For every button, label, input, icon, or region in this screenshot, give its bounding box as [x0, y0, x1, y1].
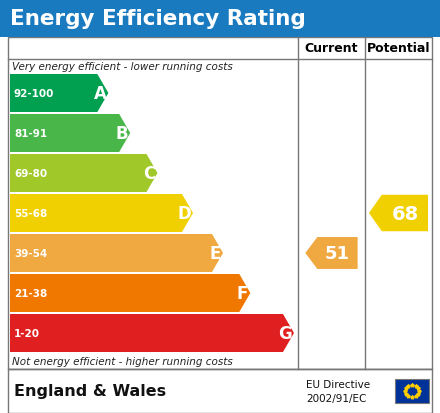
Text: 68: 68: [391, 204, 418, 223]
Text: 69-80: 69-80: [14, 169, 47, 178]
Text: England & Wales: England & Wales: [14, 384, 166, 399]
Text: C: C: [143, 165, 155, 183]
Polygon shape: [10, 314, 294, 352]
Polygon shape: [10, 75, 108, 113]
Text: B: B: [116, 125, 128, 142]
Text: 51: 51: [325, 244, 350, 262]
Polygon shape: [10, 274, 250, 312]
Polygon shape: [369, 195, 428, 232]
Text: Energy Efficiency Rating: Energy Efficiency Rating: [10, 9, 306, 29]
Bar: [0, 0, 440, 38]
Text: 81-91: 81-91: [14, 129, 47, 139]
Text: Potential: Potential: [367, 43, 430, 55]
Text: 1-20: 1-20: [14, 328, 40, 338]
Text: 92-100: 92-100: [14, 89, 55, 99]
Bar: [8, 369, 432, 413]
Polygon shape: [10, 154, 158, 192]
Text: 55-68: 55-68: [14, 209, 47, 218]
Polygon shape: [305, 237, 358, 269]
Text: E: E: [209, 244, 221, 262]
Bar: [395, 379, 429, 403]
Polygon shape: [10, 115, 130, 153]
Text: 39-54: 39-54: [14, 248, 47, 259]
Text: EU Directive
2002/91/EC: EU Directive 2002/91/EC: [306, 380, 370, 403]
Text: A: A: [93, 85, 106, 103]
Text: Current: Current: [305, 43, 358, 55]
Text: G: G: [278, 324, 292, 342]
Polygon shape: [10, 195, 193, 233]
Text: D: D: [177, 204, 191, 223]
Polygon shape: [10, 235, 223, 272]
Bar: [8, 38, 432, 369]
Text: Very energy efficient - lower running costs: Very energy efficient - lower running co…: [12, 62, 233, 72]
Text: F: F: [237, 284, 248, 302]
Text: 21-38: 21-38: [14, 288, 47, 298]
Text: Not energy efficient - higher running costs: Not energy efficient - higher running co…: [12, 357, 233, 367]
